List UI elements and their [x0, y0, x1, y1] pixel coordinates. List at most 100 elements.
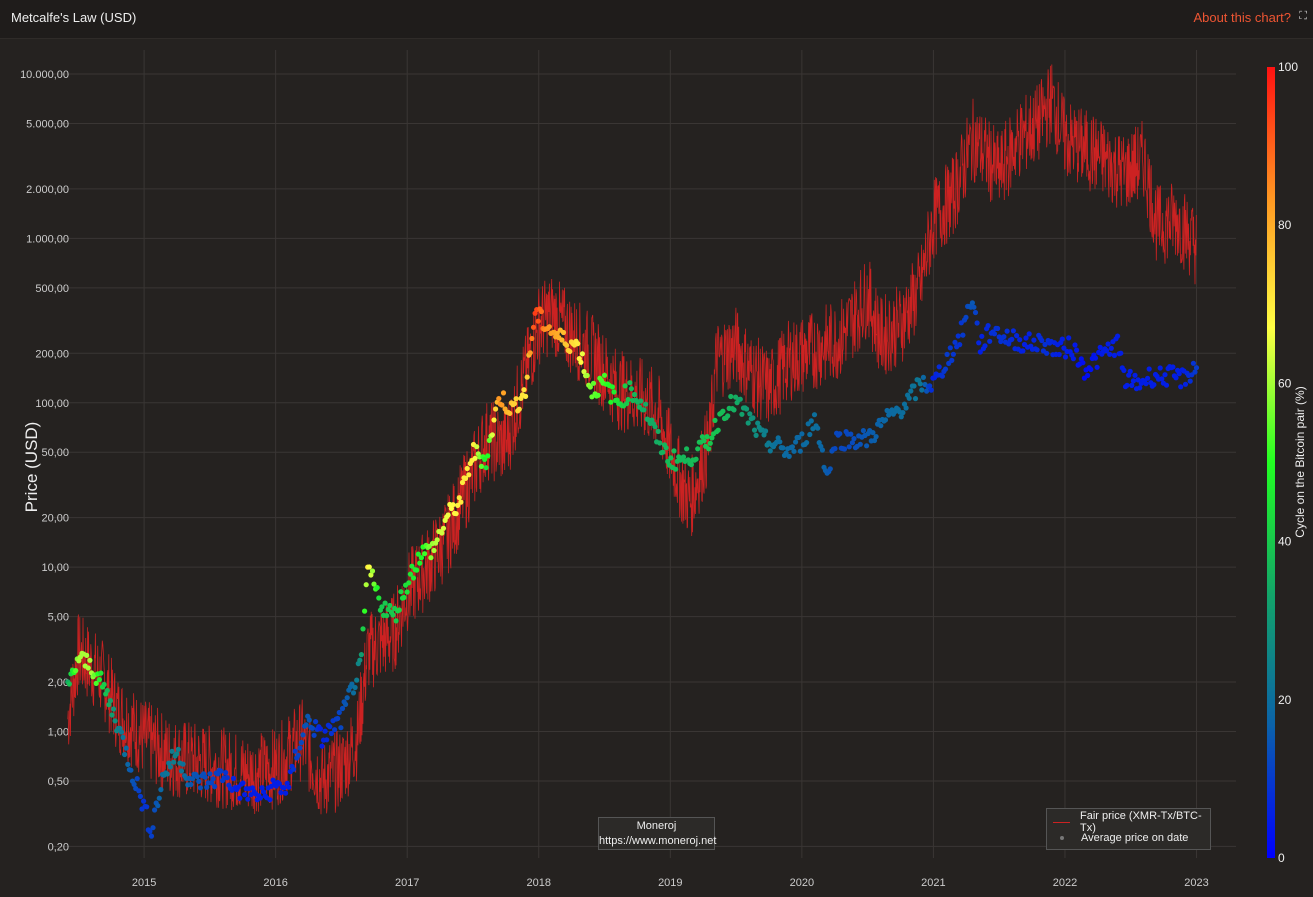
average-price-point [1103, 348, 1110, 354]
average-price-point [1080, 360, 1086, 366]
average-price-point [936, 364, 942, 370]
average-price-point [459, 479, 466, 486]
legend-label-fair-price: Fair price (XMR-Tx/BTC-Tx) [1080, 810, 1202, 834]
average-price-point [527, 350, 533, 356]
average-price-point [950, 351, 957, 357]
legend-item-fair-price[interactable]: Fair price (XMR-Tx/BTC-Tx) [1053, 810, 1210, 834]
average-price-point [767, 448, 773, 454]
average-price-point [107, 698, 113, 704]
average-price-point [147, 828, 153, 835]
average-price-point [204, 784, 210, 790]
average-price-point [609, 384, 616, 390]
colorbar-tick-label: 60 [1278, 376, 1292, 390]
average-price-point [631, 391, 638, 398]
average-price-point [422, 551, 428, 557]
average-price-point [1044, 350, 1050, 356]
average-price-point [584, 372, 590, 379]
average-price-point [927, 383, 933, 389]
average-price-point [339, 705, 346, 712]
average-price-point [362, 608, 368, 614]
average-price-point [579, 351, 586, 357]
average-price-point [924, 388, 930, 394]
average-price-point [622, 383, 628, 389]
x-tick-label: 2016 [263, 877, 287, 889]
average-price-point [98, 670, 104, 676]
average-price-point [707, 440, 713, 446]
average-price-point [1088, 366, 1094, 373]
average-price-point [1062, 354, 1069, 360]
average-price-point [311, 732, 317, 738]
average-price-point [1118, 350, 1124, 356]
average-price-point [1020, 348, 1026, 354]
average-price-point [625, 396, 631, 403]
average-price-point [699, 434, 706, 440]
average-price-point [684, 446, 690, 452]
average-price-point [112, 718, 118, 724]
average-price-point [439, 530, 445, 536]
average-price-point [197, 785, 203, 791]
average-price-point [410, 575, 417, 581]
average-price-point [445, 512, 451, 518]
average-price-point [1115, 333, 1121, 339]
legend-line-swatch [1053, 821, 1071, 823]
average-price-point [777, 439, 783, 445]
average-price-point [860, 428, 867, 434]
average-price-point [453, 511, 459, 517]
average-price-point [873, 434, 879, 440]
average-price-point [991, 331, 998, 337]
x-tick-label: 2017 [395, 877, 419, 889]
average-price-point [450, 502, 456, 508]
average-price-point [900, 410, 906, 416]
average-price-point [360, 626, 366, 632]
about-chart-link[interactable]: About this chart? [1193, 10, 1291, 25]
average-price-point [276, 781, 282, 787]
average-price-point [306, 717, 312, 723]
fair-price-line [67, 64, 1197, 815]
average-price-point [242, 792, 248, 798]
average-price-point [739, 411, 745, 417]
average-price-point [1121, 367, 1127, 373]
average-price-point [493, 406, 499, 412]
average-price-point [750, 415, 756, 421]
y-tick-label: 2.000,00 [26, 184, 69, 196]
average-price-point [799, 431, 805, 437]
average-price-series [65, 300, 1200, 839]
average-price-point [1010, 328, 1017, 334]
average-price-point [1014, 333, 1020, 339]
average-price-point [175, 746, 181, 752]
average-price-point [208, 780, 214, 786]
average-price-point [546, 324, 552, 330]
average-price-point [313, 719, 319, 725]
average-price-point [944, 351, 950, 357]
average-price-point [390, 612, 396, 618]
average-price-point [431, 547, 437, 554]
average-price-point [123, 745, 129, 751]
average-price-point [406, 580, 412, 586]
average-price-point [472, 455, 478, 461]
average-price-point [1190, 360, 1196, 366]
average-price-point [327, 724, 333, 730]
x-tick-label: 2020 [790, 877, 814, 889]
average-price-point [281, 785, 287, 791]
average-price-point [137, 793, 143, 800]
average-price-point [106, 702, 112, 708]
average-price-point [590, 380, 597, 386]
average-price-point [871, 437, 878, 444]
average-price-point [84, 652, 90, 659]
y-tick-label: 10,00 [41, 562, 69, 574]
average-price-point [1107, 351, 1113, 357]
average-price-point [857, 441, 863, 447]
average-price-point [1143, 381, 1149, 387]
expand-icon[interactable]: ⛶ [1299, 10, 1307, 22]
average-price-point [101, 681, 107, 688]
average-price-point [832, 446, 838, 452]
average-price-point [188, 781, 194, 788]
legend-item-average-price[interactable]: Average price on date [1053, 830, 1188, 846]
average-price-point [808, 418, 814, 424]
average-price-point [155, 803, 161, 809]
average-price-point [210, 776, 216, 782]
average-price-point [1182, 381, 1189, 387]
colorbar-label: Cycle on the Bitcoin pair (%) [1293, 386, 1307, 537]
average-price-point [396, 607, 402, 613]
average-price-point [841, 446, 848, 452]
